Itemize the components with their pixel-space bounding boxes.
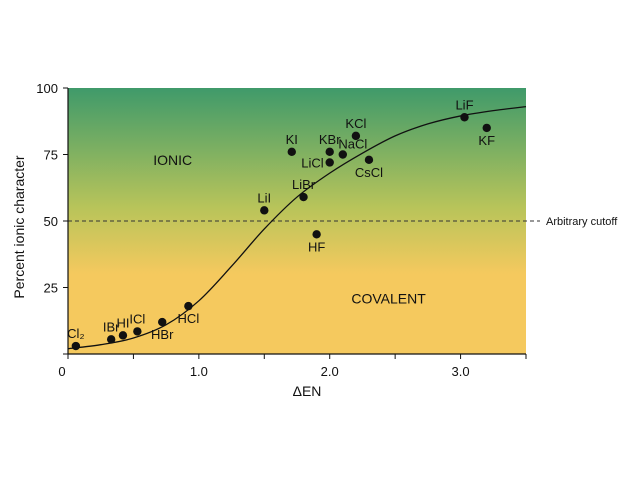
data-point-label: HI: [116, 315, 129, 330]
y-axis-title: Percent ionic character: [11, 155, 27, 299]
y-tick-label: 50: [44, 214, 58, 229]
data-point-label: KI: [286, 132, 298, 147]
data-point: [364, 155, 374, 165]
data-point: [338, 150, 347, 159]
data-point-label: KF: [478, 133, 495, 148]
data-point-label: KCl: [345, 116, 366, 131]
data-point-label: LiCl: [301, 155, 324, 170]
data-point-label: CsCl: [355, 165, 383, 180]
trend-curve: [67, 105, 527, 350]
data-point: [184, 301, 193, 311]
data-point: [287, 147, 296, 157]
region-label-covalent: COVALENT: [351, 290, 426, 306]
data-point-label: HCl: [178, 311, 200, 326]
y-tick-label: 75: [44, 148, 58, 163]
data-point: [325, 147, 334, 157]
data-point: [351, 131, 361, 141]
cutoff-label: Arbitrary cutoff: [546, 216, 618, 228]
data-point-label: Cl₂: [67, 326, 84, 341]
data-point-label: ICl: [129, 311, 145, 326]
data-point-label: NaCl: [338, 137, 367, 152]
region-label-ionic: IONIC: [153, 152, 192, 168]
data-point-label: LiI: [257, 190, 271, 205]
data-point: [482, 123, 491, 133]
data-point: [118, 331, 128, 340]
x-tick-label: 0: [58, 364, 65, 379]
data-point: [312, 230, 321, 239]
data-point: [133, 327, 142, 336]
data-point: [106, 335, 116, 344]
data-point: [158, 317, 167, 327]
data-point-label: IBr: [103, 319, 120, 334]
x-tick-label: 1.0: [190, 364, 208, 379]
x-tick-label: 3.0: [452, 364, 470, 379]
y-tick-label: 25: [44, 281, 58, 296]
data-point: [299, 192, 308, 202]
data-point: [325, 158, 334, 167]
data-point-label: LiF: [455, 97, 473, 112]
data-point-label: KBr: [319, 132, 341, 147]
data-point-label: HF: [308, 239, 325, 254]
data-point: [260, 206, 269, 215]
data-point-label: HBr: [151, 327, 174, 342]
data-point: [460, 113, 469, 122]
x-axis-title: ΔEN: [293, 383, 322, 399]
x-tick-label: 2.0: [321, 364, 339, 379]
y-tick-label: 100: [36, 81, 58, 96]
data-point: [71, 341, 81, 351]
data-point-label: LiBr: [292, 177, 316, 192]
